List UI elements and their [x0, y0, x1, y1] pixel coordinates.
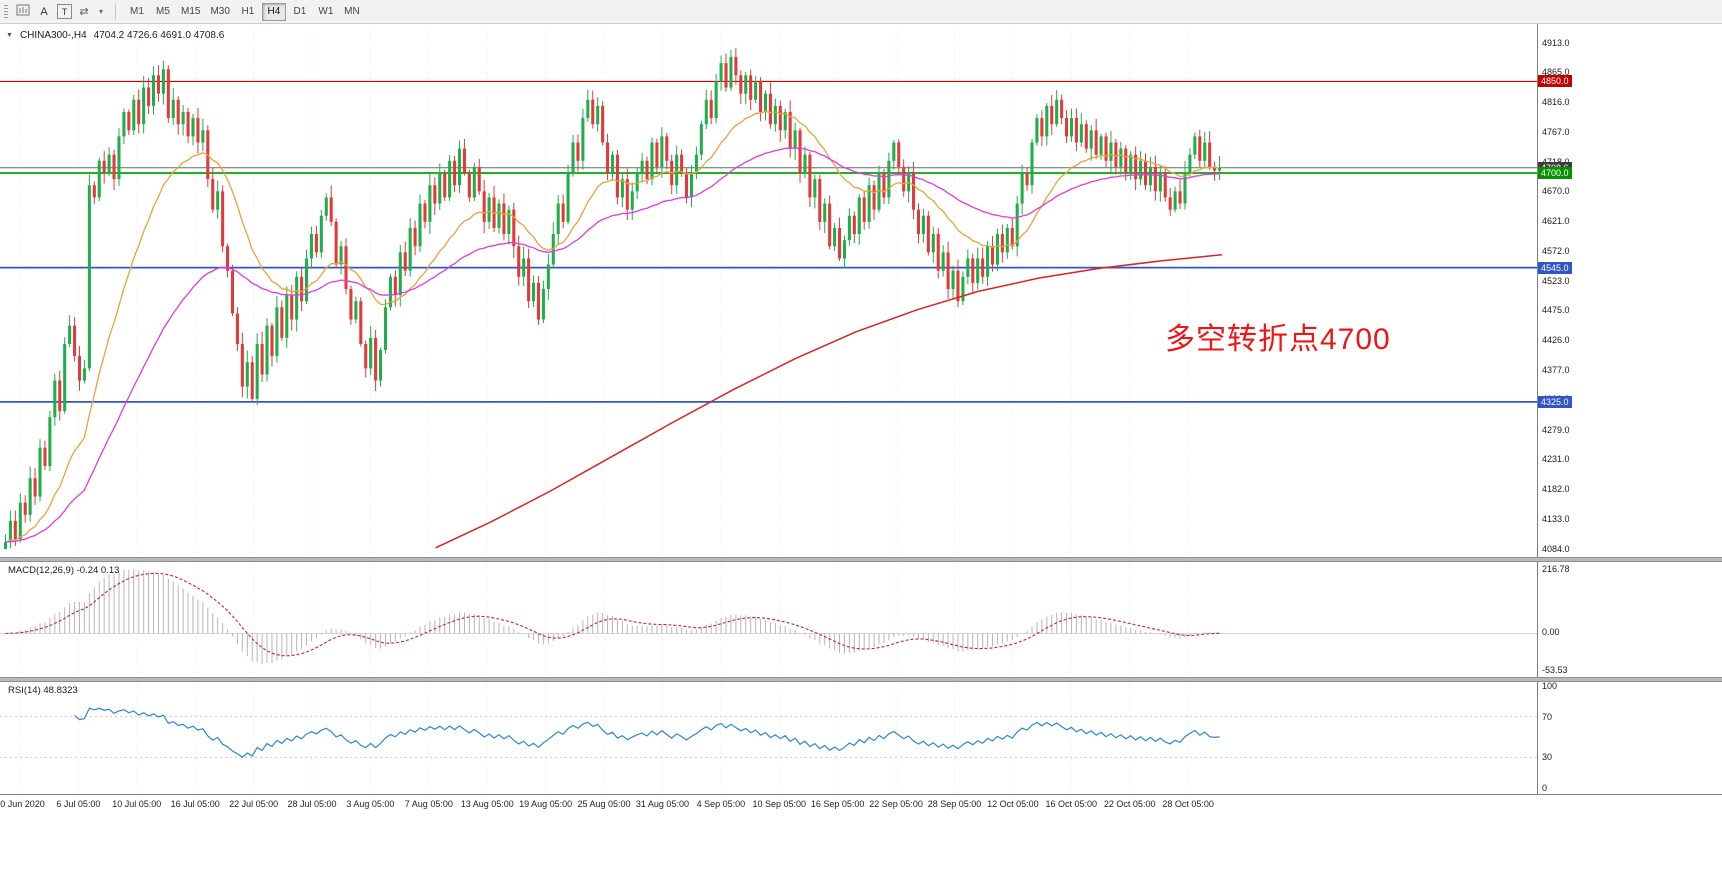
rsi-axis-label: 30	[1542, 752, 1553, 763]
price-axis-label: 4523.0	[1542, 276, 1570, 287]
ohlc-values: 4704.2 4726.6 4691.0 4708.6	[93, 30, 225, 41]
price-axis-label: 4426.0	[1542, 335, 1570, 346]
time-axis-label: 16 Sep 05:00	[810, 799, 865, 809]
time-axis-label: 16 Jul 05:00	[170, 799, 220, 809]
panel-separator[interactable]	[0, 557, 1722, 562]
timeframe-button-w1[interactable]: W1	[314, 3, 338, 21]
price-axis: 4913.04865.04816.04767.04718.04670.04621…	[1537, 24, 1722, 812]
timeframe-button-m30[interactable]: M30	[206, 3, 233, 21]
price-axis-label: 4133.0	[1542, 514, 1570, 525]
price-axis-label: 4670.0	[1542, 186, 1570, 197]
time-axis-label: 10 Jul 05:00	[112, 799, 162, 809]
rsi-indicator-label: RSI(14) 48.8323	[8, 685, 78, 696]
time-axis-label: 28 Oct 05:00	[1162, 799, 1214, 809]
price-level-tag: 4325.0	[1538, 395, 1572, 408]
toolbar: A T ⇄ ▾ M1 M5 M15 M30 H1 H4 D1 W1 MN	[0, 0, 1722, 24]
price-axis-label: 4816.0	[1542, 97, 1570, 108]
price-axis-label: 4182.0	[1542, 484, 1570, 495]
time-axis-label: 16 Oct 05:00	[1045, 799, 1098, 809]
time-axis-label: 22 Sep 05:00	[869, 799, 923, 809]
timeframe-button-d1[interactable]: D1	[288, 3, 312, 21]
timeframe-toolbar: M1 M5 M15 M30 H1 H4 D1 W1 MN	[125, 2, 364, 21]
panel-separator[interactable]	[0, 677, 1722, 682]
price-axis-label: 4377.0	[1542, 365, 1570, 376]
time-axis-label: 28 Jul 05:00	[287, 799, 337, 809]
time-axis-label: 12 Oct 05:00	[987, 799, 1039, 809]
time-axis-label: 30 Jun 2020	[0, 799, 45, 809]
price-axis-label: 4621.0	[1542, 216, 1570, 227]
symbol-dropdown-icon[interactable]: ▼	[6, 32, 13, 39]
layout-arrows-icon[interactable]: ⇄	[79, 6, 89, 18]
price-axis-label: 4913.0	[1542, 38, 1570, 48]
chart-icon[interactable]	[15, 3, 31, 20]
time-axis-label: 4 Sep 05:00	[696, 799, 746, 809]
time-axis-label: 6 Jul 05:00	[56, 799, 101, 809]
macd-indicator-label: MACD(12,26,9) -0.24 0.13	[8, 565, 120, 576]
time-axis-label: 31 Aug 05:00	[635, 799, 689, 809]
timeframe-button-m1[interactable]: M1	[125, 3, 149, 21]
macd-axis-label: 216.78	[1542, 564, 1570, 574]
toolbar-button-a[interactable]: A	[35, 3, 53, 21]
macd-axis-label: -53.53	[1542, 665, 1568, 675]
time-axis-label: 19 Aug 05:00	[519, 799, 573, 809]
price-axis-label: 4865.0	[1542, 67, 1570, 78]
timeframe-button-h4[interactable]: H4	[261, 2, 286, 21]
time-axis-label: 13 Aug 05:00	[460, 799, 514, 809]
price-axis-label: 4572.0	[1542, 246, 1570, 257]
rsi-axis-label: 100	[1542, 681, 1558, 691]
rsi-axis-label: 0	[1542, 783, 1548, 793]
toolbar-grip-handle[interactable]	[4, 4, 8, 19]
time-axis-label: 22 Oct 05:00	[1103, 799, 1156, 809]
symbol-timeframe-label: CHINA300-,H4	[19, 30, 87, 41]
timeframe-button-h1[interactable]: H1	[236, 3, 260, 21]
chart-annotation-text: 多空转折点4700	[1165, 323, 1391, 356]
price-axis-label: 4279.0	[1542, 424, 1570, 435]
price-level-tag: 4545.0	[1538, 261, 1572, 274]
time-axis: 30 Jun 2020 6 Jul 05:00 10 Jul 05:00 16 Jul…	[0, 794, 1722, 815]
dropdown-caret-icon[interactable]: ▾	[98, 7, 103, 16]
chart-title: ▼ CHINA300-,H4 4704.2 4726.6 4691.0 4708…	[6, 30, 224, 41]
timeframe-button-m15[interactable]: M15	[177, 3, 204, 21]
timeframe-button-mn[interactable]: MN	[340, 3, 364, 21]
timeframe-button-m5[interactable]: M5	[151, 3, 175, 21]
time-axis-label: 10 Sep 05:00	[752, 799, 807, 809]
text-tool-button[interactable]: T	[57, 4, 72, 19]
price-axis-label: 4767.0	[1542, 127, 1570, 138]
price-level-tag: 4700.0	[1538, 167, 1572, 179]
price-axis-label: 4084.0	[1542, 544, 1570, 554]
time-axis-label: 28 Sep 05:00	[927, 799, 982, 809]
toolbar-separator	[115, 3, 116, 20]
time-axis-label: 22 Jul 05:00	[229, 799, 279, 809]
price-axis-label: 4231.0	[1542, 454, 1570, 465]
time-axis-label: 7 Aug 05:00	[404, 799, 453, 809]
price-axis-label: 4475.0	[1542, 305, 1570, 316]
time-axis-label: 3 Aug 05:00	[346, 799, 395, 809]
rsi-axis-label: 70	[1542, 711, 1553, 722]
price-level-tag: 4850.0	[1538, 75, 1572, 88]
macd-axis-label: 0.00	[1542, 627, 1560, 638]
time-axis-label: 25 Aug 05:00	[577, 799, 631, 809]
